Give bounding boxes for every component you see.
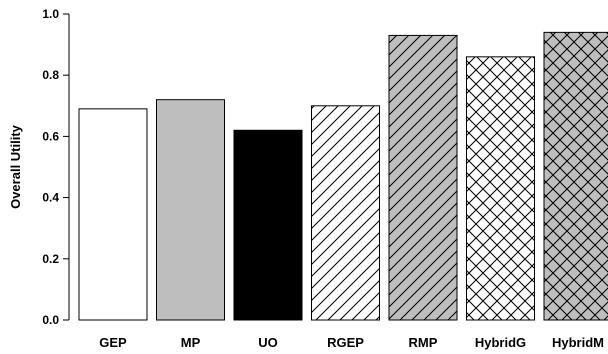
x-tick-label-gep: GEP — [99, 335, 127, 350]
bars-group — [78, 31, 608, 321]
bar-rgep — [311, 105, 380, 321]
x-tick-label-hybridm: HybridM — [552, 335, 604, 350]
y-axis: 0.0 0.2 0.4 0.6 0.8 1.0 — [42, 7, 70, 327]
y-tick-label: 0.6 — [42, 129, 59, 143]
bar-gep — [78, 108, 148, 321]
bar-uo — [233, 129, 303, 321]
x-tick-label-rgep: RGEP — [327, 335, 364, 350]
x-tick-label-rmp: RMP — [409, 335, 438, 350]
y-axis-title: Overall Utility — [8, 124, 23, 209]
y-tick-label: 0.4 — [42, 191, 59, 205]
x-axis-labels: GEP MP UO RGEP RMP HybridG HybridM — [99, 335, 604, 350]
x-tick-label-hybridg: HybridG — [475, 335, 526, 350]
y-tick-label: 0.8 — [42, 68, 59, 82]
bar-rmp — [388, 34, 458, 321]
bar-mp — [156, 99, 225, 321]
bar-hybridm — [543, 31, 608, 321]
y-tick-label: 1.0 — [42, 7, 59, 21]
y-tick-label: 0.0 — [42, 313, 59, 327]
y-tick-label: 0.2 — [42, 252, 59, 266]
x-tick-label-mp: MP — [181, 335, 201, 350]
x-tick-label-uo: UO — [258, 335, 278, 350]
bar-hybridg — [466, 56, 535, 321]
